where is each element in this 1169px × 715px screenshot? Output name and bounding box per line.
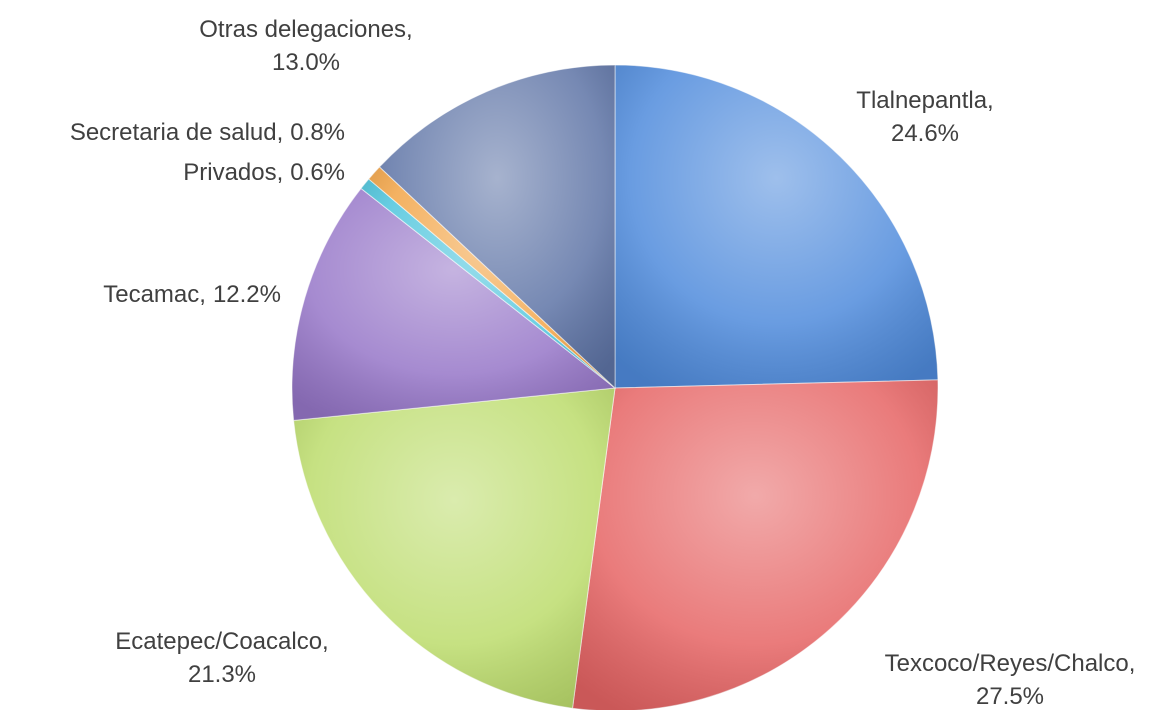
- label-name: Otras delegaciones,: [199, 16, 412, 43]
- data-label: Secretaria de salud, 0.8%: [70, 119, 345, 146]
- label-name: Tlalnepantla,: [856, 87, 993, 114]
- data-label: Ecatepec/Coacalco, 21.3%: [115, 628, 328, 688]
- label-value: 27.5%: [976, 683, 1044, 710]
- label-value: 13.0%: [272, 49, 340, 76]
- label-value: 0.6%: [290, 159, 345, 186]
- data-label: Tlalnepantla, 24.6%: [856, 87, 993, 147]
- label-value: 21.3%: [188, 661, 256, 688]
- label-name: Texcoco/Reyes/Chalco,: [885, 650, 1136, 677]
- label-name: Ecatepec/Coacalco,: [115, 628, 328, 655]
- data-label: Privados, 0.6%: [183, 159, 345, 186]
- data-label: Otras delegaciones, 13.0%: [199, 16, 412, 76]
- pie-slice: [571, 379, 939, 712]
- label-name: Privados,: [183, 159, 283, 186]
- label-name: Secretaria de salud,: [70, 119, 283, 146]
- label-value: 24.6%: [891, 120, 959, 147]
- pie-slice: [293, 387, 616, 709]
- data-label: Tecamac, 12.2%: [103, 281, 281, 308]
- label-name: Tecamac,: [103, 281, 206, 308]
- data-label: Texcoco/Reyes/Chalco, 27.5%: [885, 650, 1136, 710]
- label-value: 0.8%: [290, 119, 345, 146]
- label-value: 12.2%: [213, 281, 281, 308]
